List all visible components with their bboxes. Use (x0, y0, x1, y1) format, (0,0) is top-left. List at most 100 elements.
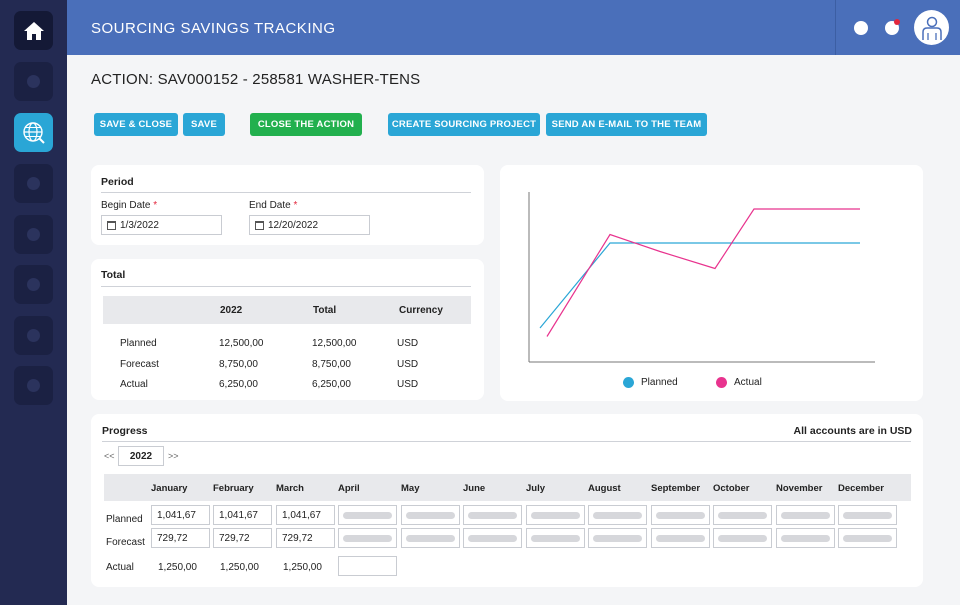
placeholder-bar (656, 535, 705, 542)
progress-title: Progress (102, 425, 148, 437)
period-card: Period Begin Date * 1/3/2022 End Date * … (91, 165, 484, 245)
month-header-july: July (526, 483, 546, 494)
legend-label-planned: Planned (641, 377, 678, 388)
sidebar-item-4[interactable] (14, 215, 53, 254)
month-header-april: April (338, 483, 360, 494)
planned-month-input[interactable]: 1,041,67 (213, 505, 272, 525)
end-date-input[interactable]: 12/20/2022 (249, 215, 370, 235)
circle-icon (27, 228, 40, 241)
month-header-december: December (838, 483, 884, 494)
app-title: SOURCING SAVINGS TRACKING (91, 20, 336, 37)
actual-year-value: 6,250,00 (219, 379, 258, 390)
progress-table-header (104, 474, 911, 501)
header-divider (835, 0, 836, 55)
sidebar-item-1[interactable] (14, 62, 53, 101)
prev-year-link[interactable]: << (104, 451, 115, 461)
actual-month-value: 1,250,00 (220, 562, 259, 573)
forecast-month-placeholder[interactable] (838, 528, 897, 548)
planned-month-placeholder[interactable] (588, 505, 647, 525)
period-title: Period (101, 176, 134, 188)
month-header-january: January (151, 483, 188, 494)
main-content: ACTION: SAV000152 - 258581 WASHER-TENS S… (67, 55, 960, 605)
forecast-month-placeholder[interactable] (588, 528, 647, 548)
placeholder-bar (406, 535, 455, 542)
planned-month-input[interactable]: 1,041,67 (151, 505, 210, 525)
planned-year-value: 12,500,00 (219, 338, 264, 349)
forecast-month-input[interactable]: 729,72 (151, 528, 210, 548)
planned-month-placeholder[interactable] (338, 505, 397, 525)
progress-card: Progress All accounts are in USD << 2022… (91, 414, 923, 587)
forecast-month-input[interactable]: 729,72 (276, 528, 335, 548)
planned-month-placeholder[interactable] (401, 505, 460, 525)
planned-month-placeholder[interactable] (463, 505, 522, 525)
begin-date-input[interactable]: 1/3/2022 (101, 215, 222, 235)
month-header-october: October (713, 483, 750, 494)
send-email-button[interactable]: SEND AN E-MAIL TO THE TEAM (546, 113, 707, 136)
create-sourcing-project-button[interactable]: CREATE SOURCING PROJECT (388, 113, 540, 136)
actual-month-input[interactable] (338, 556, 397, 576)
divider (101, 286, 471, 287)
row-label-actual: Actual (120, 379, 148, 390)
sidebar-item-6[interactable] (14, 316, 53, 355)
sidebar-item-5[interactable] (14, 265, 53, 304)
divider (101, 192, 471, 193)
planned-month-input[interactable]: 1,041,67 (276, 505, 335, 525)
month-header-february: February (213, 483, 254, 494)
avatar[interactable] (914, 10, 949, 45)
circle-icon[interactable] (854, 21, 868, 35)
actual-month-value: 1,250,00 (158, 562, 197, 573)
month-header-august: August (588, 483, 621, 494)
placeholder-bar (718, 535, 767, 542)
forecast-month-placeholder[interactable] (401, 528, 460, 548)
forecast-month-placeholder[interactable] (713, 528, 772, 548)
sidebar-item-sourcing[interactable] (14, 113, 53, 152)
forecast-month-placeholder[interactable] (463, 528, 522, 548)
sidebar-item-home[interactable] (14, 11, 53, 50)
close-action-button[interactable]: CLOSE THE ACTION (250, 113, 362, 136)
next-year-link[interactable]: >> (168, 451, 179, 461)
circle-icon (27, 278, 40, 291)
forecast-month-input[interactable]: 729,72 (213, 528, 272, 548)
sidebar-item-7[interactable] (14, 366, 53, 405)
actual-total-value: 6,250,00 (312, 379, 351, 390)
row-label-forecast: Forecast (106, 537, 145, 548)
circle-icon (27, 75, 40, 88)
placeholder-bar (406, 512, 455, 519)
placeholder-bar (531, 535, 580, 542)
placeholder-bar (531, 512, 580, 519)
col-header-total: Total (313, 305, 337, 316)
month-header-june: June (463, 483, 486, 494)
placeholder-bar (781, 512, 830, 519)
save-close-button[interactable]: SAVE & CLOSE (94, 113, 178, 136)
page-title: ACTION: SAV000152 - 258581 WASHER-TENS (91, 71, 421, 88)
end-date-label-text: End Date (249, 200, 291, 211)
legend-label-actual: Actual (734, 377, 762, 388)
planned-month-placeholder[interactable] (651, 505, 710, 525)
planned-month-placeholder[interactable] (776, 505, 835, 525)
planned-month-placeholder[interactable] (838, 505, 897, 525)
forecast-month-placeholder[interactable] (776, 528, 835, 548)
legend-marker-planned (623, 377, 634, 388)
forecast-month-placeholder[interactable] (651, 528, 710, 548)
row-label-actual: Actual (106, 562, 134, 573)
planned-month-placeholder[interactable] (713, 505, 772, 525)
sidebar-item-3[interactable] (14, 164, 53, 203)
planned-month-placeholder[interactable] (526, 505, 585, 525)
top-header: SOURCING SAVINGS TRACKING (67, 0, 960, 55)
forecast-month-placeholder[interactable] (338, 528, 397, 548)
actual-currency: USD (397, 379, 419, 390)
forecast-year-value: 8,750,00 (219, 359, 258, 370)
month-header-september: September (651, 483, 701, 494)
series-line-actual (546, 208, 860, 337)
forecast-month-placeholder[interactable] (526, 528, 585, 548)
chart-card: Planned Actual (500, 165, 923, 401)
placeholder-bar (593, 535, 642, 542)
divider (102, 441, 911, 442)
year-selector[interactable]: 2022 (118, 446, 164, 466)
row-label-planned: Planned (106, 514, 143, 525)
month-header-may: May (401, 483, 420, 494)
save-button[interactable]: SAVE (183, 113, 225, 136)
user-icon (921, 16, 942, 40)
begin-date-label: Begin Date * (101, 200, 157, 211)
forecast-currency: USD (397, 359, 419, 370)
